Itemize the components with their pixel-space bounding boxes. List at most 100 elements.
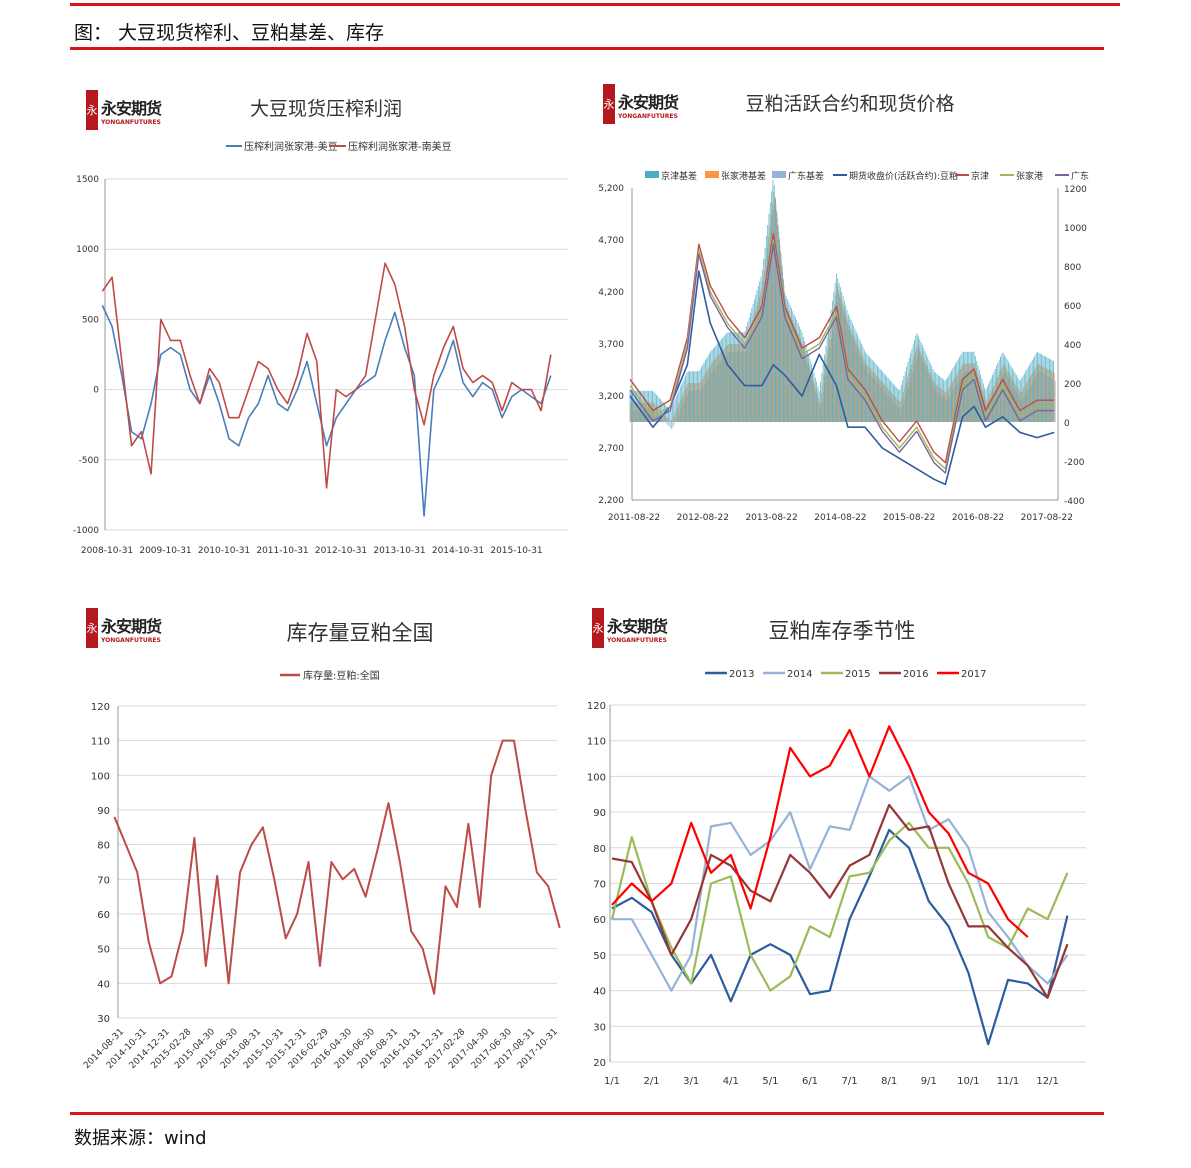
chart-title: 库存量豆粕全国 — [287, 621, 434, 645]
y-tick-label: 90 — [97, 806, 110, 817]
logo-en: YONGANFUTURES — [618, 112, 678, 120]
y-tick-label: 30 — [97, 1014, 110, 1025]
logo-cn: 永安期货 — [618, 92, 679, 112]
y-tick-label: 120 — [91, 702, 110, 713]
x-tick-label: 12/1 — [1036, 1076, 1058, 1087]
y-tick-label: 80 — [97, 841, 110, 852]
legend-label: 压榨利润张家港-南美豆 — [348, 140, 452, 153]
series-line-压榨利润张家港-南美豆 — [101, 262, 552, 489]
x-tick-label: 7/1 — [842, 1076, 858, 1087]
x-tick-label: 2014-10-31 — [432, 546, 484, 556]
spot-line-广东 — [629, 243, 1055, 474]
y2-tick-label: 600 — [1064, 302, 1081, 312]
y-tick-label: 4,700 — [598, 236, 624, 246]
legend-swatch — [772, 171, 786, 178]
x-tick-label: 9/1 — [921, 1076, 937, 1087]
y-tick-label: 3,700 — [598, 340, 624, 350]
logo-cn: 永安期货 — [101, 616, 162, 636]
legend-label: 期货收盘价(活跃合约):豆粕 — [849, 170, 958, 182]
logo-cn: 永安期货 — [101, 98, 162, 118]
legend-label: 2017 — [961, 669, 986, 680]
y-tick-label: 70 — [97, 875, 110, 886]
y2-tick-label: 1000 — [1064, 224, 1087, 234]
y-tick-label: 50 — [593, 951, 606, 962]
legend-label: 2013 — [729, 669, 754, 680]
y-tick-label: 5,200 — [598, 184, 624, 194]
y-tick-label: 110 — [587, 737, 606, 748]
y-tick-label: 100 — [91, 771, 110, 782]
y-tick-label: 60 — [97, 910, 110, 921]
y-tick-label: 100 — [587, 772, 606, 783]
legend-label: 京津基差 — [661, 170, 697, 182]
series-line-2016 — [611, 803, 1069, 999]
y-tick-label: -500 — [79, 456, 100, 466]
logo-mark: 永 — [86, 608, 98, 648]
logo-mark: 永 — [603, 84, 615, 124]
legend-label: 张家港基差 — [721, 170, 766, 182]
x-tick-label: 2/1 — [644, 1076, 660, 1087]
x-tick-label: 2013-10-31 — [373, 546, 425, 556]
x-tick-label: 4/1 — [723, 1076, 739, 1087]
x-tick-label: 2014-08-22 — [814, 513, 866, 523]
legend-label: 压榨利润张家港-美豆 — [244, 140, 338, 153]
x-tick-label: 10/1 — [957, 1076, 979, 1087]
logo: 永永安期货 YONGANFUTURES — [592, 608, 668, 648]
futures-line — [629, 270, 1055, 486]
y-tick-label: 1500 — [76, 175, 99, 185]
chart-title: 豆粕库存季节性 — [769, 619, 916, 643]
x-tick-label: 3/1 — [683, 1076, 699, 1087]
logo: 永永安期货 YONGANFUTURES — [86, 608, 162, 648]
x-tick-label: 2012-08-22 — [677, 513, 729, 523]
x-tick-label: 2015-08-22 — [883, 513, 935, 523]
y-tick-label: 500 — [82, 315, 99, 325]
y-tick-label: -1000 — [73, 526, 99, 536]
legend-label: 广东 — [1071, 170, 1089, 182]
x-tick-label: 5/1 — [762, 1076, 778, 1087]
legend-label: 京津 — [971, 170, 989, 182]
y-tick-label: 1000 — [76, 245, 99, 255]
y-tick-label: 50 — [97, 945, 110, 956]
logo-en: YONGANFUTURES — [101, 118, 161, 126]
logo: 永永安期货 YONGANFUTURES — [86, 90, 162, 130]
logo-mark: 永 — [86, 90, 98, 130]
y2-tick-label: 0 — [1064, 419, 1070, 429]
logo: 永永安期货 YONGANFUTURES — [603, 84, 679, 124]
x-tick-label: 8/1 — [881, 1076, 897, 1087]
x-tick-label: 11/1 — [997, 1076, 1019, 1087]
y-tick-label: 30 — [593, 1022, 606, 1033]
header-rule — [70, 47, 1104, 50]
y-tick-label: 90 — [593, 808, 606, 819]
legend-swatch — [645, 171, 659, 178]
y-tick-label: 2,200 — [598, 496, 624, 506]
legend-label: 广东基差 — [788, 170, 824, 182]
legend-label: 2016 — [903, 669, 928, 680]
logo-cn: 永安期货 — [607, 616, 668, 636]
x-tick-label: 2009-10-31 — [139, 546, 191, 556]
legend-swatch — [705, 171, 719, 178]
y-tick-label: 2,700 — [598, 444, 624, 454]
legend-label: 2014 — [787, 669, 812, 680]
x-tick-label: 2017-08-22 — [1021, 513, 1073, 523]
x-tick-label: 2012-10-31 — [315, 546, 367, 556]
series-line-压榨利润张家港-美豆 — [101, 305, 552, 517]
x-tick-label: 6/1 — [802, 1076, 818, 1087]
x-tick-label: 2010-10-31 — [198, 546, 250, 556]
spot-line-京津 — [629, 233, 1055, 464]
y2-tick-label: 800 — [1064, 263, 1081, 273]
x-tick-label: 2011-08-22 — [608, 513, 660, 523]
top-rule — [70, 3, 1120, 6]
x-tick-label: 2011-10-31 — [256, 546, 308, 556]
x-tick-label: 2016-08-22 — [952, 513, 1004, 523]
y-tick-label: 80 — [593, 844, 606, 855]
y-tick-label: 110 — [91, 737, 110, 748]
series-line-2014 — [612, 775, 1069, 992]
y-tick-label: 120 — [587, 701, 606, 712]
y-tick-label: 20 — [593, 1058, 606, 1069]
y-tick-label: 40 — [97, 979, 110, 990]
legend-label: 库存量:豆粕:全国 — [303, 669, 380, 682]
y2-tick-label: 400 — [1064, 341, 1081, 351]
chart-title: 豆粕活跃合约和现货价格 — [745, 93, 954, 115]
y2-tick-label: 200 — [1064, 380, 1081, 390]
